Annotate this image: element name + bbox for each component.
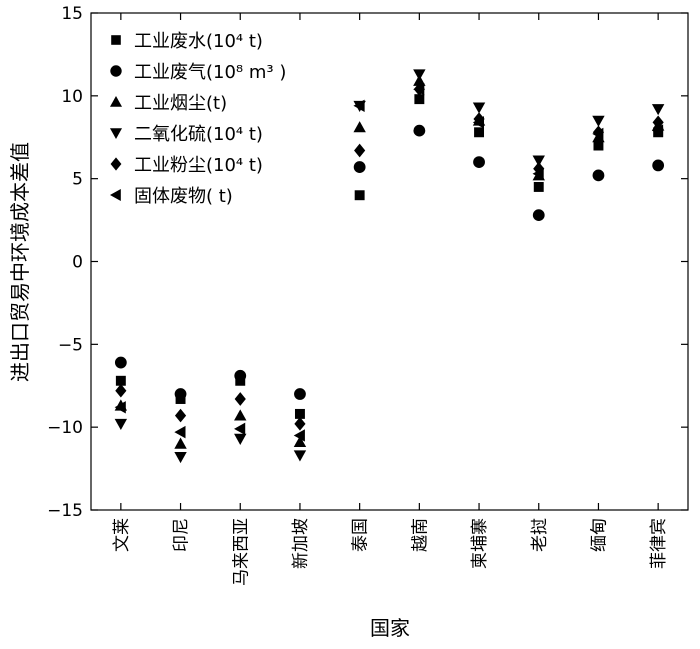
- data-point-triangle-left: [234, 422, 246, 436]
- data-point-triangle-left: [472, 116, 485, 129]
- data-point-square: [294, 408, 305, 419]
- data-point-diamond: [174, 408, 187, 423]
- y-tick-label: −15: [47, 501, 83, 521]
- x-tick-label: 新加坡: [291, 518, 311, 569]
- legend-label: 工业废气(10⁸ m³ ): [134, 62, 286, 83]
- data-point-triangle-up: [174, 437, 187, 449]
- data-point-triangle-up: [293, 435, 307, 448]
- data-point-circle: [652, 159, 665, 172]
- legend-marker-triangle-left: [110, 189, 121, 201]
- x-tick-label: 缅甸: [589, 518, 609, 552]
- data-point-diamond: [115, 383, 127, 398]
- x-axis-label: 国家: [370, 616, 410, 640]
- x-tick-label: 印尼: [172, 518, 192, 552]
- data-point-triangle-left: [532, 167, 544, 180]
- data-point-circle: [174, 388, 187, 400]
- data-point-square: [593, 140, 604, 151]
- legend-label: 二氧化硫(10⁴ t): [134, 124, 263, 145]
- data-point-diamond: [234, 392, 246, 406]
- data-point-triangle-left: [293, 429, 305, 442]
- x-tick-label: 越南: [410, 518, 430, 552]
- x-tick-label: 文莱: [112, 518, 132, 552]
- x-tick-label: 老挝: [530, 518, 550, 552]
- data-point-triangle-down: [472, 102, 486, 114]
- legend-label: 工业废水(10⁴ t): [134, 31, 263, 52]
- data-point-circle: [592, 169, 605, 182]
- y-axis: 15 10 5 0 −5 −10 −15: [47, 4, 688, 521]
- data-point-square: [354, 190, 365, 201]
- y-tick-label: 5: [72, 170, 83, 190]
- data-point-triangle-left: [174, 425, 186, 439]
- data-point-triangle-up: [234, 409, 247, 421]
- y-tick-label: 10: [61, 87, 83, 107]
- x-tick-label: 马来西亚: [231, 518, 251, 586]
- data-point-square: [414, 94, 425, 105]
- data-point-triangle-up: [353, 121, 366, 133]
- data-point-square: [474, 127, 485, 138]
- x-tick-label: 柬埔寨: [470, 518, 490, 569]
- data-point-triangle-down: [532, 155, 545, 167]
- data-point-triangle-left: [114, 401, 126, 414]
- x-tick-label: 菲律宾: [649, 518, 669, 569]
- data-point-triangle-down: [592, 115, 605, 127]
- data-point-triangle-left: [413, 83, 425, 96]
- y-axis-label: 进出口贸易中环境成本差值: [8, 142, 32, 382]
- legend-label: 工业粉尘(10⁴ t): [134, 155, 263, 176]
- data-point-circle: [294, 388, 306, 400]
- data-point-triangle-left: [353, 99, 365, 112]
- data-point-diamond: [533, 161, 545, 176]
- data-point-triangle-down: [413, 69, 426, 81]
- legend-marker-triangle-down: [110, 128, 122, 139]
- data-point-circle: [473, 156, 485, 168]
- data-point-triangle-left: [651, 124, 664, 137]
- data-point-triangle-down: [293, 450, 307, 462]
- x-tick-label: 泰国: [351, 518, 371, 552]
- data-point-circle: [353, 161, 366, 173]
- data-point-triangle-down: [651, 104, 665, 116]
- legend-label: 工业烟尘(t): [134, 93, 227, 114]
- data-point-diamond: [354, 143, 366, 158]
- x-axis: 文莱 印尼 马来西亚 新加坡 泰国 越南 柬埔寨 老挝 缅甸 菲律宾: [112, 13, 669, 586]
- legend: 工业废水(10⁴ t) 工业废气(10⁸ m³ ) 工业烟尘(t) 二氧化硫(10⁴ …: [110, 31, 286, 207]
- data-point-circle: [234, 369, 247, 382]
- data-point-circle: [532, 209, 545, 222]
- data-point-circle: [114, 356, 127, 369]
- legend-marker-diamond: [110, 157, 122, 171]
- legend-label: 固体废物( t): [134, 186, 233, 207]
- data-point-triangle-left: [592, 127, 604, 141]
- data-point-circle: [413, 124, 426, 137]
- data-points: [114, 69, 665, 464]
- y-tick-label: −10: [47, 418, 83, 438]
- legend-marker-triangle-up: [110, 96, 122, 107]
- data-point-diamond: [294, 417, 306, 431]
- data-point-triangle-down: [234, 433, 247, 445]
- y-tick-label: −5: [58, 335, 83, 355]
- data-point-square: [533, 181, 544, 192]
- data-point-square: [115, 375, 126, 386]
- data-point-triangle-down: [174, 452, 187, 464]
- legend-marker-square: [111, 35, 121, 45]
- y-tick-label: 15: [61, 4, 83, 24]
- data-point-triangle-down: [114, 418, 128, 431]
- y-tick-label: 0: [72, 253, 83, 273]
- legend-marker-circle: [110, 65, 122, 77]
